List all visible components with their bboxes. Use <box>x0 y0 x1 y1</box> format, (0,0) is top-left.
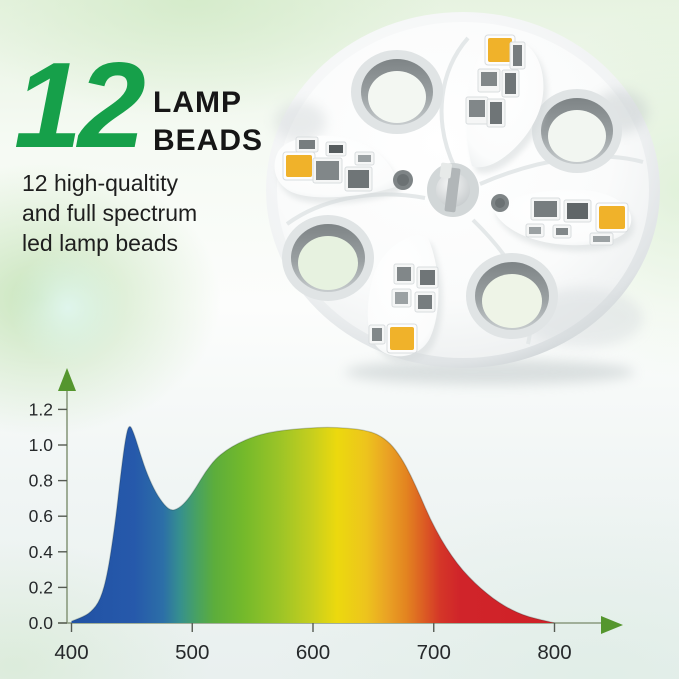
x-tick-label: 700 <box>417 641 451 664</box>
x-tick-label: 800 <box>537 641 571 664</box>
headline-title-line2: BEADS <box>153 124 264 157</box>
disc-shade <box>274 102 326 142</box>
chart-tick-labels: 0.0 0.2 0.4 0.6 0.8 1.0 1.2 400 500 600 700 800 <box>29 399 572 664</box>
headline-title: LAMP BEADS <box>153 84 263 160</box>
led-chip <box>525 197 614 246</box>
led-chip <box>295 136 375 192</box>
lamp-disc <box>266 12 660 385</box>
spectrum-fill <box>71 426 555 623</box>
headline-description-line: and full spectrum <box>22 200 198 226</box>
lamp-hole <box>351 50 443 134</box>
x-tick-label: 400 <box>54 641 88 664</box>
led-pod-bottom <box>367 235 443 363</box>
lamp-ground-shadow <box>345 359 635 385</box>
y-tick-label: 0.2 <box>29 577 53 597</box>
y-tick-label: 0.8 <box>29 471 53 491</box>
lamp-post-dot <box>495 198 505 208</box>
headline-number: 12 <box>14 37 146 173</box>
y-tick-label: 0.6 <box>29 506 53 526</box>
lamp-hole <box>532 89 622 173</box>
headline-description-line: 12 high-qualtity <box>22 170 178 196</box>
led-pod-top <box>465 34 548 174</box>
led-pod-left <box>274 135 401 204</box>
spectrum-area <box>71 425 555 624</box>
led-bead <box>484 34 516 66</box>
y-tick-label: 1.2 <box>29 399 53 419</box>
x-tick-label: 500 <box>175 641 209 664</box>
x-axis-arrow-icon <box>601 616 623 634</box>
headline-description-line: led lamp beads <box>22 230 178 256</box>
y-axis-arrow-icon <box>58 368 76 391</box>
led-bead <box>595 202 629 233</box>
spectrum-curve <box>71 425 555 624</box>
lamp-hole <box>466 253 558 339</box>
led-bead <box>386 323 418 354</box>
x-tick-label: 600 <box>296 641 330 664</box>
headline-description: 12 high-qualtity and full spectrum led l… <box>22 168 197 258</box>
led-pod-right <box>492 189 635 252</box>
lamp-center-screw <box>427 162 479 217</box>
headline-title-line1: LAMP <box>153 86 242 119</box>
led-chip <box>465 41 526 128</box>
y-tick-label: 0.4 <box>29 542 54 562</box>
y-tick-label: 1.0 <box>29 435 54 455</box>
led-chip <box>368 263 439 345</box>
y-tick-label: 0.0 <box>29 613 54 633</box>
lamp-hole <box>282 215 374 301</box>
lamp-post-dot <box>397 174 409 186</box>
